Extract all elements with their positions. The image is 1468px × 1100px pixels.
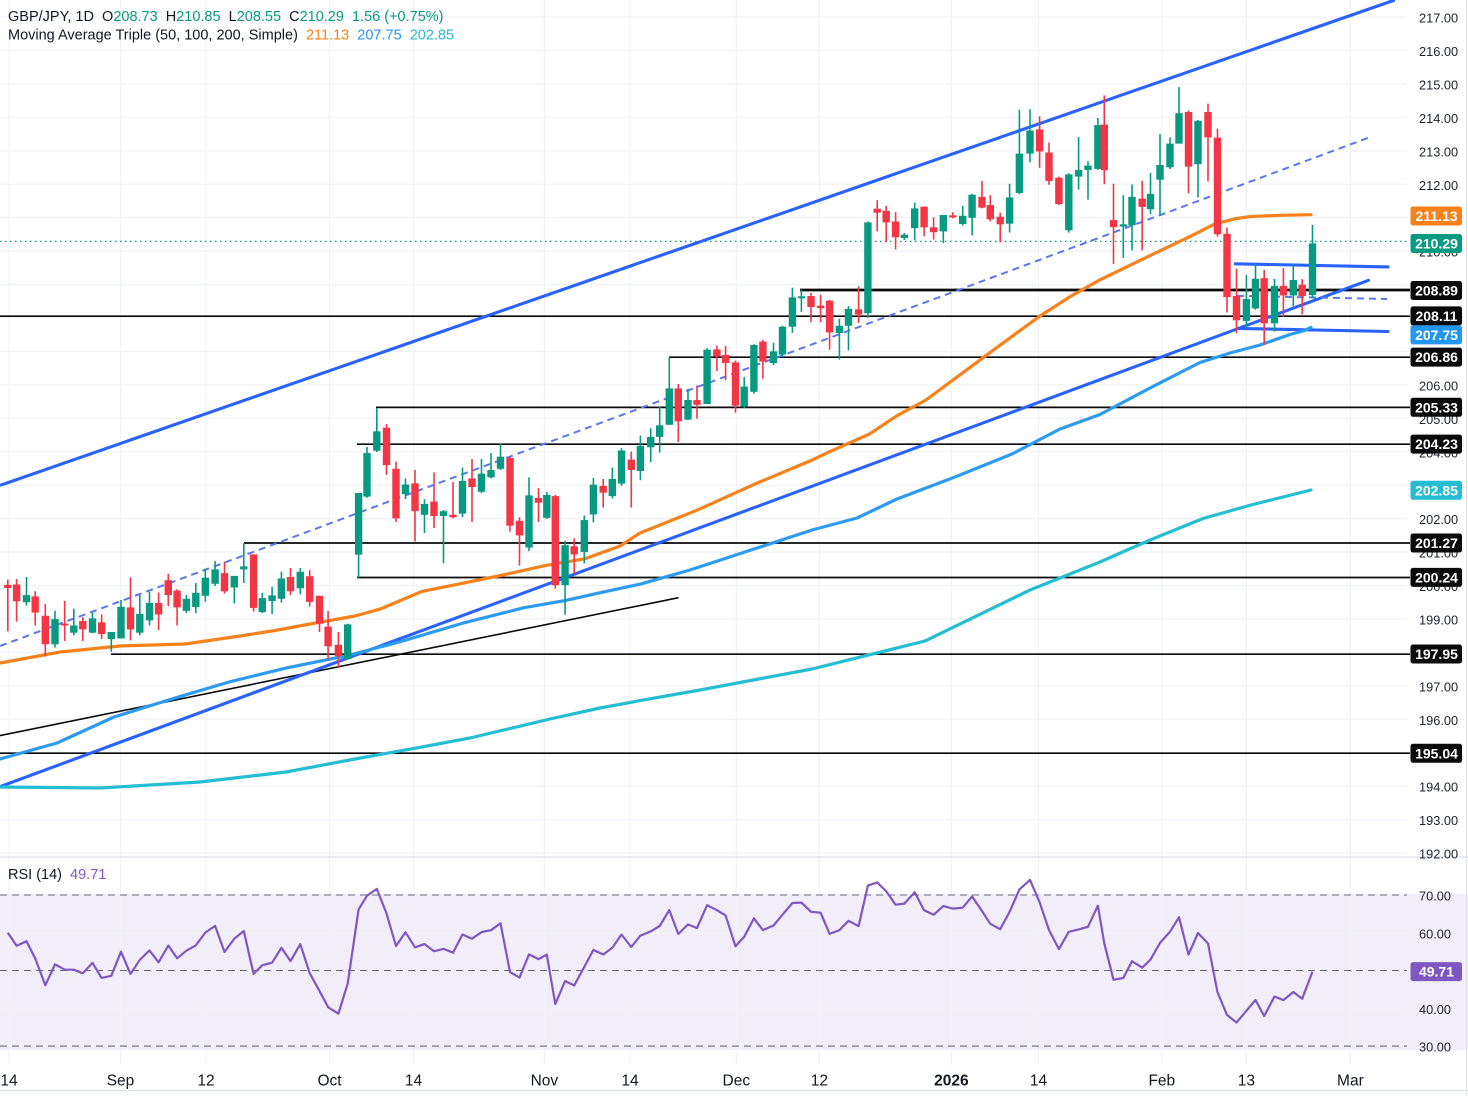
svg-text:202.85: 202.85 — [1415, 482, 1458, 498]
svg-text:Moving Average Triple (50, 100: Moving Average Triple (50, 100, 200, Sim… — [8, 28, 454, 44]
svg-text:204.23: 204.23 — [1415, 436, 1458, 452]
svg-text:193.00: 193.00 — [1419, 813, 1458, 828]
svg-text:214.00: 214.00 — [1419, 111, 1458, 126]
svg-text:14: 14 — [0, 1073, 18, 1090]
svg-text:196.00: 196.00 — [1419, 713, 1458, 728]
svg-text:GBP/JPY, 1D O208.73 H210.85: GBP/JPY, 1D O208.73 H210.85 L208.55 C210… — [8, 9, 443, 25]
svg-text:RSI (14) 49.71: RSI (14) 49.71 — [8, 867, 106, 883]
svg-text:208.89: 208.89 — [1415, 283, 1458, 299]
svg-text:215.00: 215.00 — [1419, 77, 1458, 92]
svg-text:200.24: 200.24 — [1415, 569, 1458, 585]
svg-text:216.00: 216.00 — [1419, 44, 1458, 59]
svg-text:40.00: 40.00 — [1419, 1002, 1451, 1017]
svg-text:197.95: 197.95 — [1415, 646, 1458, 662]
svg-text:213.00: 213.00 — [1419, 144, 1458, 159]
svg-text:211.13: 211.13 — [1415, 208, 1457, 224]
svg-text:Mar: Mar — [1337, 1073, 1364, 1090]
svg-text:60.00: 60.00 — [1419, 926, 1451, 941]
svg-text:194.00: 194.00 — [1419, 780, 1458, 795]
svg-text:208.11: 208.11 — [1415, 308, 1457, 324]
svg-text:207.75: 207.75 — [1415, 327, 1458, 343]
svg-text:12: 12 — [811, 1073, 828, 1090]
svg-text:14: 14 — [405, 1073, 423, 1090]
svg-text:13: 13 — [1238, 1073, 1255, 1090]
svg-text:210.29: 210.29 — [1415, 236, 1458, 252]
svg-text:12: 12 — [197, 1073, 214, 1090]
svg-text:199.00: 199.00 — [1419, 613, 1458, 628]
svg-text:70.00: 70.00 — [1419, 889, 1451, 904]
svg-text:206.86: 206.86 — [1415, 349, 1458, 365]
svg-text:197.00: 197.00 — [1419, 679, 1458, 694]
svg-text:2026: 2026 — [934, 1073, 969, 1090]
svg-text:Feb: Feb — [1148, 1073, 1175, 1090]
svg-text:195.04: 195.04 — [1415, 745, 1458, 761]
svg-text:206.00: 206.00 — [1419, 378, 1458, 393]
svg-text:201.27: 201.27 — [1415, 535, 1458, 551]
svg-text:49.71: 49.71 — [1419, 964, 1454, 980]
svg-text:30.00: 30.00 — [1419, 1040, 1451, 1055]
svg-text:202.00: 202.00 — [1419, 512, 1458, 527]
svg-text:14: 14 — [1030, 1073, 1048, 1090]
svg-text:Oct: Oct — [317, 1073, 342, 1090]
svg-text:Dec: Dec — [723, 1073, 751, 1090]
svg-text:14: 14 — [621, 1073, 639, 1090]
svg-text:217.00: 217.00 — [1419, 11, 1458, 26]
svg-text:Sep: Sep — [107, 1073, 135, 1090]
svg-text:205.33: 205.33 — [1415, 399, 1458, 415]
svg-text:192.00: 192.00 — [1419, 847, 1458, 862]
svg-text:212.00: 212.00 — [1419, 178, 1458, 193]
svg-text:Nov: Nov — [531, 1073, 559, 1090]
